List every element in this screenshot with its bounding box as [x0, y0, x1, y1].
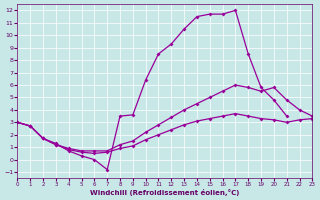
X-axis label: Windchill (Refroidissement éolien,°C): Windchill (Refroidissement éolien,°C) [90, 189, 240, 196]
